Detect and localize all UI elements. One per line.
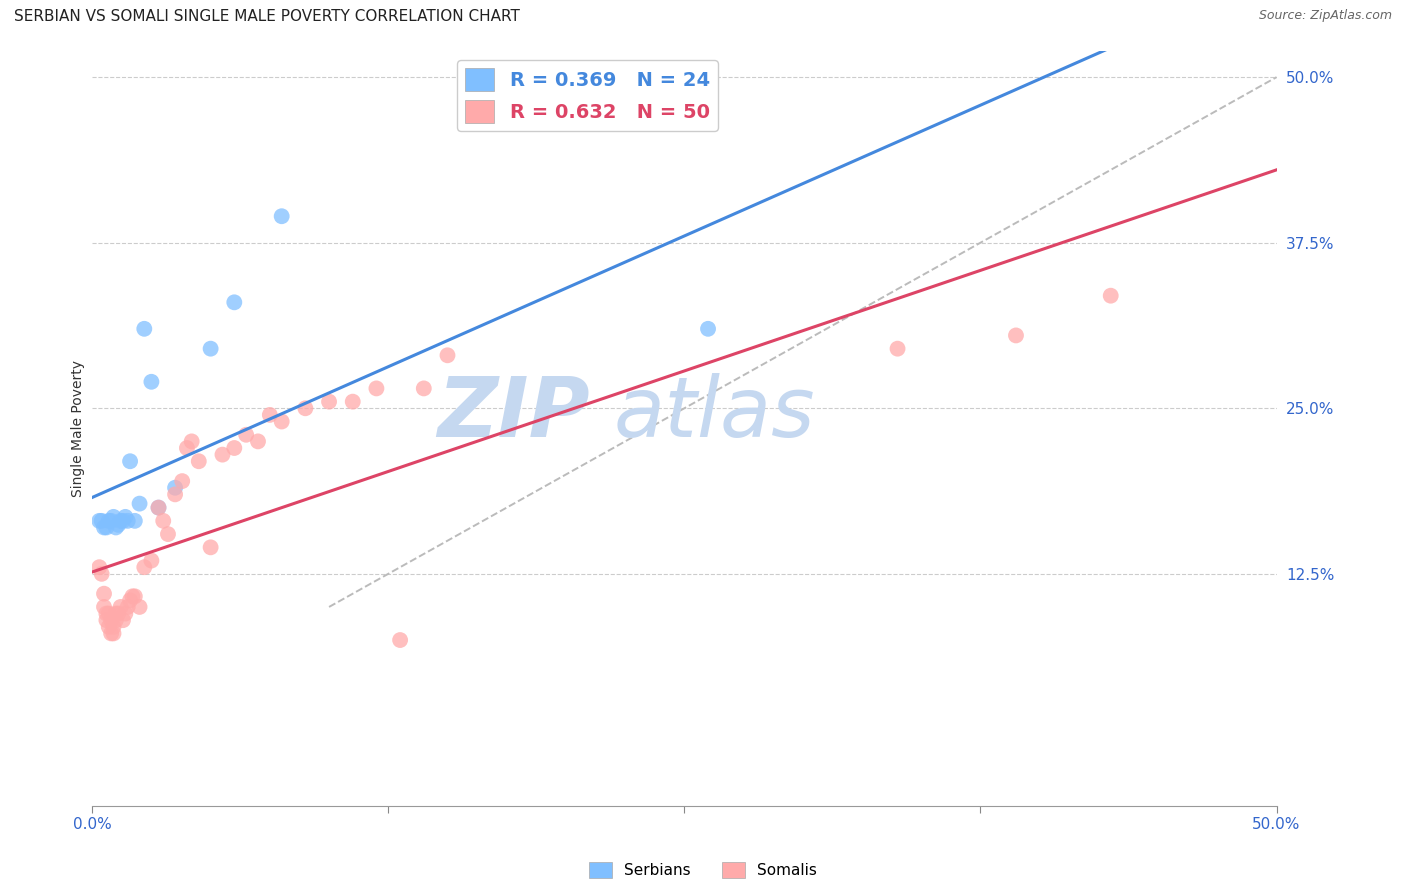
- Point: [141, 375, 163, 389]
- Point: [89, 560, 111, 574]
- Text: SERBIAN VS SOMALI SINGLE MALE POVERTY CORRELATION CHART: SERBIAN VS SOMALI SINGLE MALE POVERTY CO…: [14, 9, 520, 24]
- Point: [93, 520, 115, 534]
- Point: [117, 599, 139, 614]
- Point: [180, 434, 202, 449]
- Point: [90, 566, 112, 581]
- Point: [176, 441, 198, 455]
- Point: [114, 509, 136, 524]
- Point: [200, 541, 222, 555]
- Text: Source: ZipAtlas.com: Source: ZipAtlas.com: [1258, 9, 1392, 22]
- Point: [697, 322, 720, 336]
- Point: [165, 481, 187, 495]
- Point: [318, 394, 340, 409]
- Point: [246, 434, 269, 449]
- Y-axis label: Single Male Poverty: Single Male Poverty: [72, 359, 86, 497]
- Point: [100, 613, 122, 627]
- Point: [156, 527, 179, 541]
- Point: [1099, 288, 1122, 302]
- Point: [886, 342, 908, 356]
- Point: [1005, 328, 1028, 343]
- Point: [134, 560, 156, 574]
- Point: [111, 514, 134, 528]
- Point: [259, 408, 281, 422]
- Point: [124, 590, 146, 604]
- Point: [224, 295, 246, 310]
- Point: [111, 613, 134, 627]
- Point: [107, 607, 129, 621]
- Legend: R = 0.369   N = 24, R = 0.632   N = 50: R = 0.369 N = 24, R = 0.632 N = 50: [457, 61, 717, 130]
- Point: [211, 448, 233, 462]
- Point: [187, 454, 209, 468]
- Point: [107, 517, 129, 532]
- Point: [141, 553, 163, 567]
- Point: [93, 587, 115, 601]
- Point: [436, 348, 458, 362]
- Point: [124, 514, 146, 528]
- Point: [270, 415, 292, 429]
- Point: [389, 633, 412, 648]
- Point: [294, 401, 316, 416]
- Point: [412, 381, 434, 395]
- Point: [172, 474, 194, 488]
- Point: [96, 613, 118, 627]
- Point: [97, 607, 120, 621]
- Point: [103, 620, 125, 634]
- Point: [342, 394, 364, 409]
- Point: [110, 599, 132, 614]
- Point: [134, 322, 156, 336]
- Point: [104, 613, 127, 627]
- Point: [93, 599, 115, 614]
- Text: ZIP: ZIP: [437, 373, 589, 453]
- Point: [128, 599, 150, 614]
- Point: [148, 500, 170, 515]
- Point: [148, 500, 170, 515]
- Point: [121, 590, 143, 604]
- Point: [120, 593, 142, 607]
- Point: [235, 427, 257, 442]
- Point: [128, 497, 150, 511]
- Point: [90, 514, 112, 528]
- Point: [100, 626, 122, 640]
- Point: [152, 514, 174, 528]
- Point: [100, 514, 122, 528]
- Point: [200, 342, 222, 356]
- Legend: Serbians, Somalis: Serbians, Somalis: [583, 856, 823, 884]
- Point: [270, 209, 292, 223]
- Point: [117, 514, 139, 528]
- Point: [104, 607, 127, 621]
- Point: [104, 520, 127, 534]
- Point: [366, 381, 388, 395]
- Point: [97, 620, 120, 634]
- Point: [165, 487, 187, 501]
- Point: [103, 626, 125, 640]
- Point: [97, 514, 120, 528]
- Point: [96, 607, 118, 621]
- Point: [103, 509, 125, 524]
- Point: [114, 607, 136, 621]
- Point: [224, 441, 246, 455]
- Text: atlas: atlas: [613, 373, 815, 453]
- Point: [89, 514, 111, 528]
- Point: [96, 520, 118, 534]
- Point: [120, 454, 142, 468]
- Point: [110, 514, 132, 528]
